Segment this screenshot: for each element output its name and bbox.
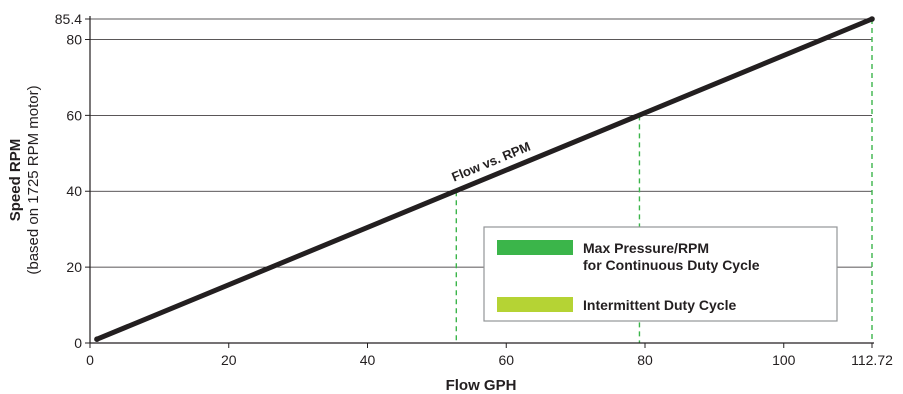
x-tick-label-3: 60: [498, 352, 514, 368]
x-tick-label-2: 40: [360, 352, 376, 368]
series-point-0-0: [94, 336, 100, 343]
y-tick-label-2: 40: [66, 183, 82, 199]
y-tick-label-3: 60: [66, 107, 82, 123]
legend-swatch-0: [497, 240, 573, 255]
y-tick-label-4: 80: [66, 31, 82, 47]
axes: [85, 16, 874, 348]
x-tick-label-1: 20: [221, 352, 237, 368]
y-tick-labels: 0 20 40 60 80 85.4: [55, 11, 82, 351]
y-tick-label-0: 0: [74, 335, 82, 351]
legend-label-1-0: Intermittent Duty Cycle: [583, 297, 736, 313]
series-point-0-1: [869, 16, 875, 22]
legend-swatch-1: [497, 297, 573, 312]
x-axis-title: Flow GPH: [446, 377, 517, 394]
legend-label-0-1: for Continuous Duty Cycle: [583, 257, 760, 273]
y-tick-label-5: 85.4: [55, 11, 82, 27]
series-line-0: [94, 16, 875, 342]
x-tick-labels: 0 20 40 60 80 100 112.72: [86, 352, 893, 368]
y-tick-label-1: 20: [66, 259, 82, 275]
x-tick-label-4: 80: [637, 352, 653, 368]
x-tick-label-0: 0: [86, 352, 94, 368]
x-tick-label-6: 112.72: [851, 352, 893, 368]
y-axis-subtitle: (based on 1725 RPM motor): [25, 85, 42, 274]
legend-label-0-0: Max Pressure/RPM: [583, 240, 709, 256]
x-tick-label-5: 100: [772, 352, 796, 368]
y-axis-title: Speed RPM: [7, 139, 24, 222]
